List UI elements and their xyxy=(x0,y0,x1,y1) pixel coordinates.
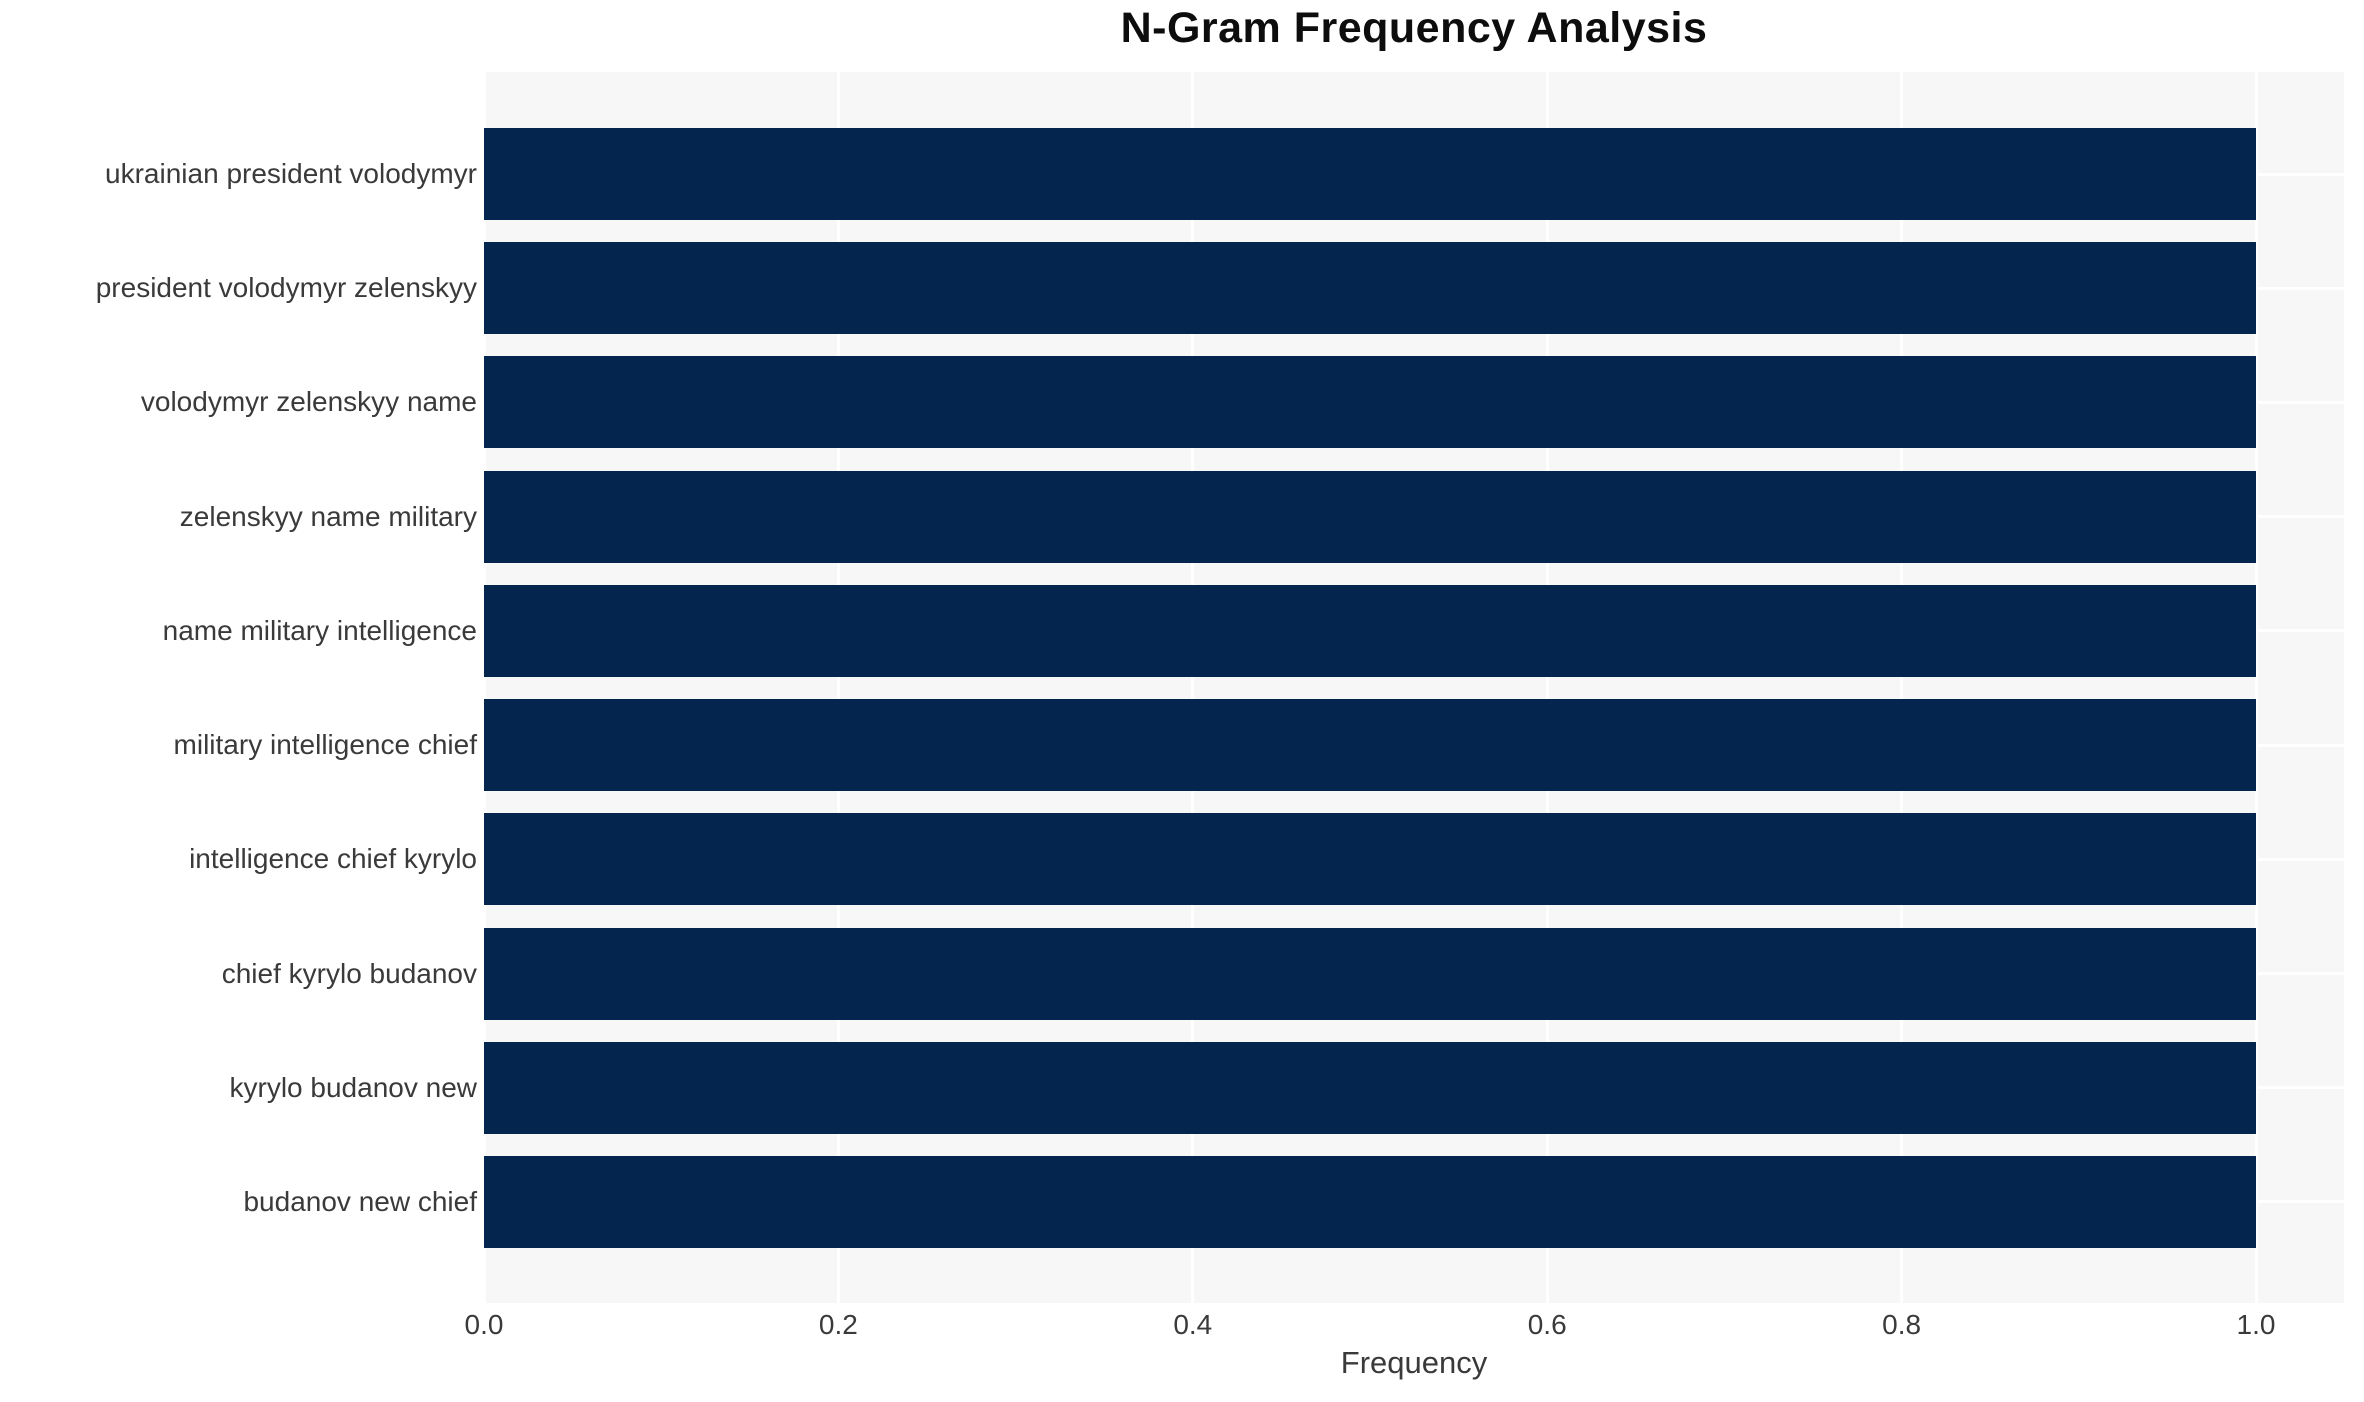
bar xyxy=(484,584,2256,677)
plot-area xyxy=(482,72,2344,1303)
x-tick-label: 0.4 xyxy=(1173,1309,1213,1340)
gridline-vertical xyxy=(836,72,840,1303)
bar xyxy=(484,128,2256,220)
bar xyxy=(484,1155,2256,1248)
y-axis-label: volodymyr zelenskyy name xyxy=(140,386,477,418)
y-axis-label: president volodymyr zelenskyy xyxy=(95,272,477,304)
y-axis-label: chief kyrylo budanov xyxy=(221,957,477,989)
x-tick-label: 0.2 xyxy=(818,1309,858,1340)
gridline-vertical xyxy=(1545,72,1549,1303)
gridline-vertical xyxy=(1900,72,1904,1303)
x-tick-label: 0.8 xyxy=(1882,1309,1922,1340)
bar xyxy=(484,356,2256,449)
y-axis-label: intelligence chief kyrylo xyxy=(189,843,477,875)
x-tick-label: 0.6 xyxy=(1527,1309,1567,1340)
x-tick-label: 1.0 xyxy=(2236,1309,2276,1340)
gridline-vertical xyxy=(1191,72,1195,1303)
gridline-vertical xyxy=(482,72,486,1303)
x-tick-label: 0.0 xyxy=(464,1309,504,1340)
chart-title: N-Gram Frequency Analysis xyxy=(1120,4,1708,52)
y-axis-label: zelenskyy name military xyxy=(179,500,477,532)
y-axis-label: budanov new chief xyxy=(243,1185,477,1217)
y-axis-label: kyrylo budanov new xyxy=(229,1071,477,1103)
y-axis-label: ukrainian president volodymyr xyxy=(105,158,477,189)
bar xyxy=(484,927,2256,1020)
y-axis-label: name military intelligence xyxy=(162,614,477,646)
bar xyxy=(484,699,2256,792)
bar xyxy=(484,813,2256,906)
gridline-vertical xyxy=(2254,72,2258,1303)
y-axis-label: military intelligence chief xyxy=(173,729,477,761)
x-axis-title: Frequency xyxy=(1340,1345,1488,1380)
bar xyxy=(484,242,2256,335)
bar xyxy=(484,1041,2256,1134)
bar xyxy=(484,470,2256,563)
